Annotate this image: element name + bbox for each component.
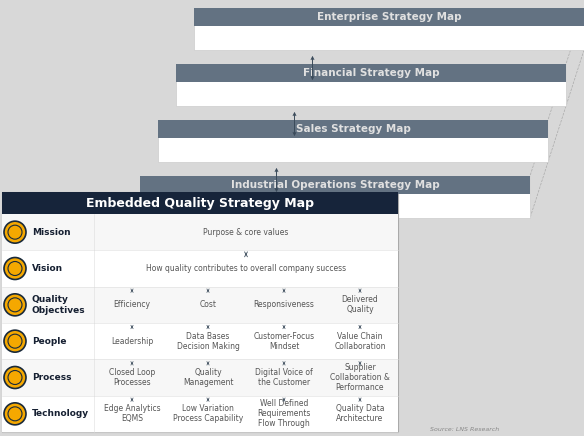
Text: Embedded Quality Strategy Map: Embedded Quality Strategy Map bbox=[86, 197, 314, 210]
Text: Closed Loop
Processes: Closed Loop Processes bbox=[109, 368, 155, 387]
Bar bbox=[2, 192, 398, 214]
Bar bbox=[2, 286, 398, 323]
Text: Value Chain
Collaboration: Value Chain Collaboration bbox=[334, 332, 386, 351]
Circle shape bbox=[4, 221, 26, 243]
Text: Data Bases
Decision Making: Data Bases Decision Making bbox=[176, 332, 239, 351]
Text: People: People bbox=[32, 337, 67, 346]
Text: Cost: Cost bbox=[200, 300, 217, 309]
Bar bbox=[140, 176, 530, 194]
Text: Low Variation
Process Capability: Low Variation Process Capability bbox=[173, 404, 243, 423]
Bar bbox=[2, 323, 398, 359]
Bar bbox=[2, 192, 398, 432]
Bar bbox=[194, 8, 584, 50]
Bar bbox=[2, 395, 398, 432]
Text: Customer-Focus
Mindset: Customer-Focus Mindset bbox=[253, 332, 315, 351]
Circle shape bbox=[4, 330, 26, 352]
Text: Well Defined
Requirements
Flow Through: Well Defined Requirements Flow Through bbox=[258, 399, 311, 429]
Text: Enterprise Strategy Map: Enterprise Strategy Map bbox=[317, 12, 461, 22]
Bar bbox=[2, 250, 398, 286]
Bar bbox=[176, 64, 566, 82]
Text: Quality
Objectives: Quality Objectives bbox=[32, 295, 86, 314]
Text: Leadership: Leadership bbox=[111, 337, 153, 346]
Text: Digital Voice of
the Customer: Digital Voice of the Customer bbox=[255, 368, 313, 387]
Text: Industrial Operations Strategy Map: Industrial Operations Strategy Map bbox=[231, 180, 439, 190]
Text: Edge Analytics
EQMS: Edge Analytics EQMS bbox=[104, 404, 161, 423]
Circle shape bbox=[4, 367, 26, 388]
Circle shape bbox=[4, 403, 26, 425]
Bar bbox=[2, 214, 398, 250]
Bar bbox=[176, 64, 566, 106]
Text: Vision: Vision bbox=[32, 264, 63, 273]
Text: Sales Strategy Map: Sales Strategy Map bbox=[296, 124, 411, 134]
Text: Source: LNS Research: Source: LNS Research bbox=[430, 427, 499, 432]
Bar bbox=[2, 359, 398, 395]
Text: Quality Data
Architecture: Quality Data Architecture bbox=[336, 404, 384, 423]
Circle shape bbox=[4, 294, 26, 316]
Text: Technology: Technology bbox=[32, 409, 89, 418]
Text: Quality
Management: Quality Management bbox=[183, 368, 233, 387]
Text: Mission: Mission bbox=[32, 228, 71, 237]
Text: Responsiveness: Responsiveness bbox=[253, 300, 314, 309]
Text: Efficiency: Efficiency bbox=[113, 300, 151, 309]
Text: Supplier
Collaboration &
Performance: Supplier Collaboration & Performance bbox=[330, 363, 390, 392]
Text: Process: Process bbox=[32, 373, 71, 382]
Bar bbox=[140, 176, 530, 218]
Bar bbox=[158, 120, 548, 138]
Bar bbox=[194, 8, 584, 26]
Text: How quality contributes to overall company success: How quality contributes to overall compa… bbox=[146, 264, 346, 273]
Bar bbox=[158, 120, 548, 162]
Text: Financial Strategy Map: Financial Strategy Map bbox=[303, 68, 439, 78]
Circle shape bbox=[4, 258, 26, 279]
Text: Purpose & core values: Purpose & core values bbox=[203, 228, 288, 237]
Text: Delivered
Quality: Delivered Quality bbox=[342, 295, 378, 314]
